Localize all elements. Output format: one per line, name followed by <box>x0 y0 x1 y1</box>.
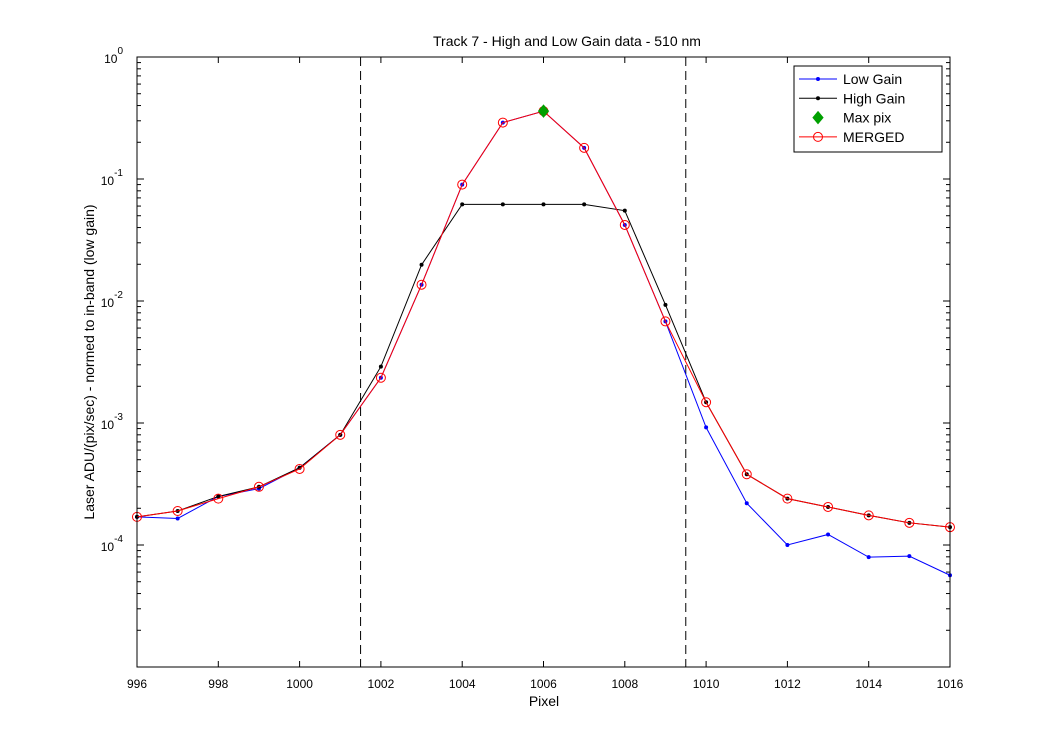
merged-point <box>701 397 712 408</box>
legend-label-max-pix: Max pix <box>843 110 891 126</box>
high-gain-line <box>136 203 951 528</box>
legend-merged-point <box>813 131 823 142</box>
data-series <box>132 104 955 578</box>
merged-point <box>416 279 427 290</box>
tick-labels: 996 998 1000 1002 1004 1006 1008 1010 1012 1014 10… <box>101 46 964 691</box>
legend-label-low-gain: Low Gain <box>843 71 902 87</box>
low-gain-point <box>175 516 180 521</box>
x-tick-label: 1002 <box>368 677 395 691</box>
high-gain-point <box>460 202 465 207</box>
x-tick-label: 1006 <box>530 677 557 691</box>
x-tick-label: 998 <box>208 677 228 691</box>
merged-point <box>782 493 793 504</box>
y-tick-label: 100 <box>104 46 123 66</box>
y-tick-label-exponent: -4 <box>114 534 123 545</box>
y-tick-label-base: 10 <box>101 174 115 188</box>
low-gain-point <box>744 501 749 506</box>
merged-point <box>904 517 915 528</box>
high-gain-point <box>500 202 505 207</box>
merged-point <box>213 493 224 504</box>
y-axis-title: Laser ADU/(pix/sec) - normed to in-band … <box>81 204 97 519</box>
high-gain-point <box>216 494 221 499</box>
legend-entries: Low Gain High Gain Max pix MERGED <box>799 71 905 145</box>
merged-point <box>579 142 590 153</box>
series-high-gain <box>135 202 952 530</box>
low-gain-point <box>826 532 831 537</box>
merged-point <box>294 463 305 474</box>
plot-area-frame <box>136 56 951 668</box>
merged-point <box>172 505 183 516</box>
merged-point <box>741 469 752 480</box>
legend-entry-low-gain: Low Gain <box>799 71 902 87</box>
y-tick-label: 10-2 <box>101 290 124 310</box>
series-max-pix <box>537 104 550 118</box>
merged-point <box>863 510 874 521</box>
legend-entry-merged: MERGED <box>799 129 904 145</box>
high-gain-point <box>419 262 424 267</box>
legend-entry-max-pix: Max pix <box>812 110 891 126</box>
y-tick-label-exponent: -2 <box>114 290 123 301</box>
y-tick-label-exponent: -3 <box>114 412 123 423</box>
legend-max-pix-point <box>812 110 824 125</box>
y-tick-label-exponent: -1 <box>114 168 123 179</box>
x-tick-label: 1016 <box>937 677 964 691</box>
low-gain-point <box>704 425 709 430</box>
low-gain-point <box>785 543 790 547</box>
legend: Low Gain High Gain Max pix MERGED <box>793 65 943 153</box>
y-tick-label-base: 10 <box>104 52 118 66</box>
y-tick-label-base: 10 <box>101 540 115 554</box>
merged-point <box>457 179 468 190</box>
high-gain-point <box>622 208 627 213</box>
merged-point <box>375 372 386 383</box>
merged-point <box>497 117 508 128</box>
x-tick-label: 996 <box>127 677 147 691</box>
y-tick-label: 10-1 <box>101 168 124 188</box>
vertical-boundary-lines <box>360 57 687 667</box>
y-tick-label: 10-3 <box>101 412 124 432</box>
low-gain-point <box>907 554 912 559</box>
series-merged <box>132 106 955 533</box>
legend-label-high-gain: High Gain <box>843 90 905 106</box>
high-gain-point <box>582 202 587 207</box>
high-gain-point <box>663 302 668 307</box>
chart-title: Track 7 - High and Low Gain data - 510 n… <box>433 33 701 49</box>
legend-high-gain-point <box>816 96 820 101</box>
high-gain-point <box>541 202 546 207</box>
low-gain-point <box>866 555 871 560</box>
y-tick-label-exponent: 0 <box>117 46 123 57</box>
x-tick-label: 1010 <box>693 677 720 691</box>
merged-point <box>660 316 671 327</box>
x-tick-label: 1004 <box>449 677 476 691</box>
merged-point <box>823 501 834 512</box>
merged-point <box>253 481 264 492</box>
y-tick-label: 10-4 <box>101 534 124 554</box>
y-tick-label-base: 10 <box>101 418 115 432</box>
x-tick-label: 1014 <box>855 677 882 691</box>
high-gain-point <box>378 364 383 369</box>
x-tick-label: 1008 <box>611 677 638 691</box>
merged-point <box>619 219 630 230</box>
x-axis-title: Pixel <box>529 693 559 709</box>
legend-label-merged: MERGED <box>843 129 904 145</box>
max-pix-point <box>537 104 550 118</box>
merged-line <box>136 110 951 528</box>
x-tick-label: 1012 <box>774 677 801 691</box>
y-tick-label-base: 10 <box>101 296 115 310</box>
merged-point <box>335 429 346 440</box>
x-tick-label: 1000 <box>286 677 313 691</box>
legend-low-gain-point <box>816 77 820 81</box>
axis-ticks <box>136 56 951 667</box>
legend-entry-high-gain: High Gain <box>799 90 905 106</box>
